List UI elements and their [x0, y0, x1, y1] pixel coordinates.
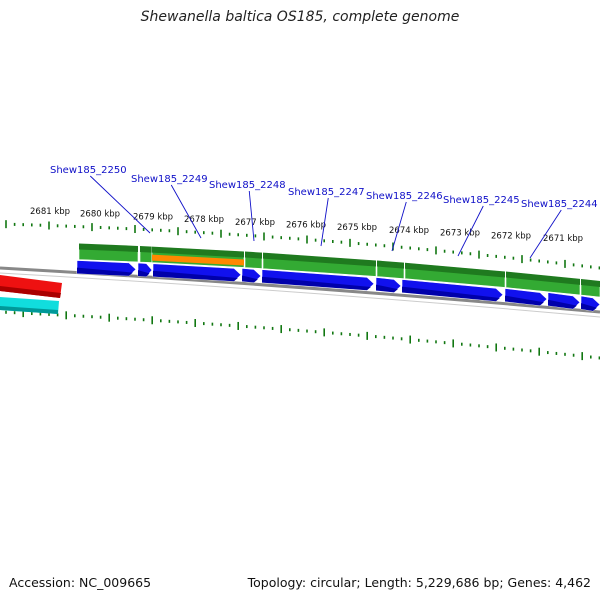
- cds-arrow-shade: [242, 275, 258, 283]
- highlighted-gene-segment[interactable]: [152, 254, 244, 266]
- gene-label[interactable]: Shew185_2246: [366, 191, 443, 202]
- gene-label[interactable]: Shew185_2248: [209, 180, 286, 191]
- gene-segment-shade: [506, 271, 580, 285]
- position-tick-label: 2681 kbp: [30, 207, 70, 217]
- genome-summary-text: Topology: circular; Length: 5,229,686 bp…: [247, 575, 591, 590]
- gene-label[interactable]: Shew185_2247: [288, 187, 365, 198]
- gene-leader-line: [320, 197, 329, 247]
- gene-segment-shade: [79, 243, 138, 252]
- cds-arrow-shade: [138, 270, 150, 277]
- gene-leader-line: [391, 201, 407, 252]
- position-tick-label: 2673 kbp: [440, 229, 480, 239]
- cds-arrow-shade: [581, 303, 597, 311]
- red-feature-shade: [0, 286, 61, 298]
- gene-leader-line: [248, 190, 255, 242]
- cyan-feature-shade: [0, 306, 58, 314]
- gene-label[interactable]: Shew185_2250: [50, 165, 127, 176]
- gene-segment-shade: [263, 252, 376, 267]
- inner-tick-ring: [5, 309, 600, 361]
- gene-segment-shade: [152, 246, 244, 258]
- position-tick-label: 2678 kbp: [184, 215, 224, 225]
- cds-arrow-shade: [505, 295, 544, 306]
- position-tick-label: 2672 kbp: [491, 231, 531, 241]
- gene-labels: Shew185_2250Shew185_2249Shew185_2248Shew…: [50, 165, 598, 259]
- cds-track: [76, 260, 600, 312]
- cds-arrow-shade: [376, 284, 398, 293]
- gene-segment-shade: [581, 278, 600, 287]
- position-tick-label: 2675 kbp: [337, 223, 377, 233]
- map-title: Shewanella baltica OS185, complete genom…: [140, 9, 460, 25]
- position-tick-label: 2679 kbp: [133, 212, 173, 222]
- cds-arrow-shade: [402, 286, 500, 302]
- gene-track: [78, 243, 600, 298]
- cds-arrow-shade: [548, 299, 577, 309]
- gene-segment-shade: [377, 260, 404, 269]
- position-tick-label: 2674 kbp: [389, 226, 429, 236]
- gene-leader-line: [457, 205, 484, 257]
- gene-leader-line: [529, 209, 562, 259]
- position-tick-label: 2680 kbp: [80, 210, 120, 220]
- cds-arrow-shade: [77, 267, 133, 276]
- gene-segment-shade: [140, 246, 152, 253]
- gene-label[interactable]: Shew185_2245: [443, 195, 520, 206]
- gene-leader-line: [170, 184, 202, 239]
- position-tick-label: 2677 kbp: [235, 218, 275, 228]
- accession-text: Accession: NC_009665: [9, 575, 152, 590]
- gene-label[interactable]: Shew185_2244: [521, 199, 598, 210]
- gene-segment-shade: [405, 262, 505, 278]
- outer-tick-ring: [5, 220, 600, 270]
- genome-backbone-inner: [0, 272, 600, 318]
- cds-arrow-shade: [262, 276, 371, 291]
- gene-segment-shade: [245, 251, 262, 259]
- cds-arrow-shade: [153, 270, 238, 282]
- position-tick-labels: 2681 kbp 2680 kbp 2679 kbp 2678 kbp 2677 kbp…: [30, 207, 583, 244]
- position-tick-label: 2671 kbp: [543, 234, 583, 244]
- gene-leader-line: [89, 175, 151, 234]
- gene-label[interactable]: Shew185_2249: [131, 174, 208, 185]
- position-tick-label: 2676 kbp: [286, 221, 326, 231]
